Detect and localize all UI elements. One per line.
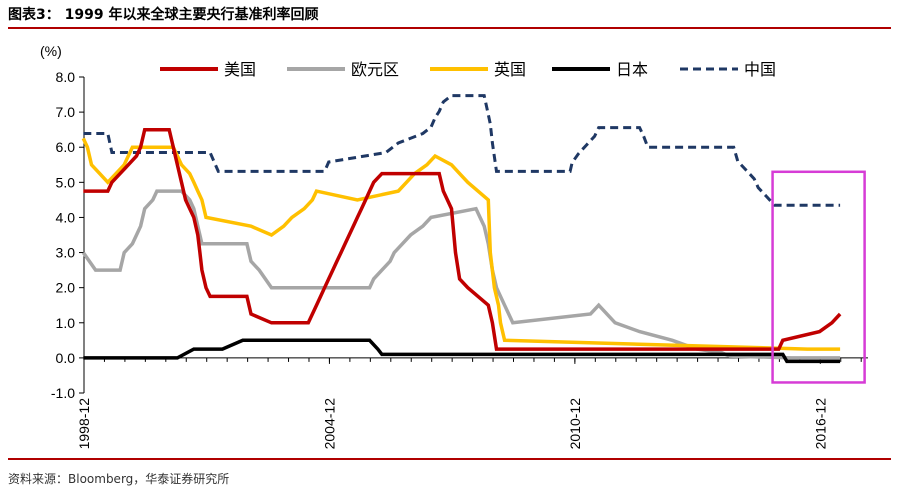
y-tick-label: 2.0 xyxy=(56,280,76,296)
x-tick-label: 2016-12 xyxy=(812,398,828,450)
legend-label: 美国 xyxy=(224,60,256,79)
y-tick-label: 0.0 xyxy=(56,350,76,366)
figure-source: 资料来源：Bloomberg，华泰证券研究所 xyxy=(8,472,230,486)
y-tick-label: 3.0 xyxy=(56,245,76,261)
x-tick-label: 2010-12 xyxy=(567,398,583,450)
y-tick-label: -1.0 xyxy=(51,385,75,401)
highlight-box xyxy=(771,170,866,384)
chart-series xyxy=(81,94,842,364)
series-line xyxy=(83,338,841,364)
y-tick-label: 7.0 xyxy=(56,104,76,120)
series-line xyxy=(83,94,841,207)
y-tick-label: 8.0 xyxy=(56,69,76,85)
legend-label: 英国 xyxy=(494,60,526,79)
y-tick-label: 6.0 xyxy=(56,139,76,155)
title-rule xyxy=(8,27,891,29)
legend-label: 欧元区 xyxy=(351,60,399,79)
chart-axes: -1.0 0.0 1.0 2.0 3.0 4.0 5.0 6.0 7.0 8.0 (%) 1998-1… xyxy=(40,43,868,449)
source-rule xyxy=(8,458,891,460)
legend-label: 日本 xyxy=(616,60,648,79)
x-tick-label: 1998-12 xyxy=(76,398,92,450)
y-tick-label: 4.0 xyxy=(56,209,76,225)
legend-label: 中国 xyxy=(744,60,776,79)
y-axis-label: (%) xyxy=(40,43,62,59)
chart-overlay xyxy=(771,170,866,384)
chart-legend: 美国 欧元区 英国 日本 中国 xyxy=(160,60,776,79)
x-tick-label: 2004-12 xyxy=(321,398,337,450)
figure-title: 图表3： 1999 年以来全球主要央行基准利率回顾 xyxy=(8,7,319,23)
series-line xyxy=(81,137,841,351)
y-tick-label: 1.0 xyxy=(56,315,76,331)
series-line xyxy=(81,189,841,360)
y-tick-label: 5.0 xyxy=(56,174,76,190)
series-line xyxy=(83,127,842,351)
